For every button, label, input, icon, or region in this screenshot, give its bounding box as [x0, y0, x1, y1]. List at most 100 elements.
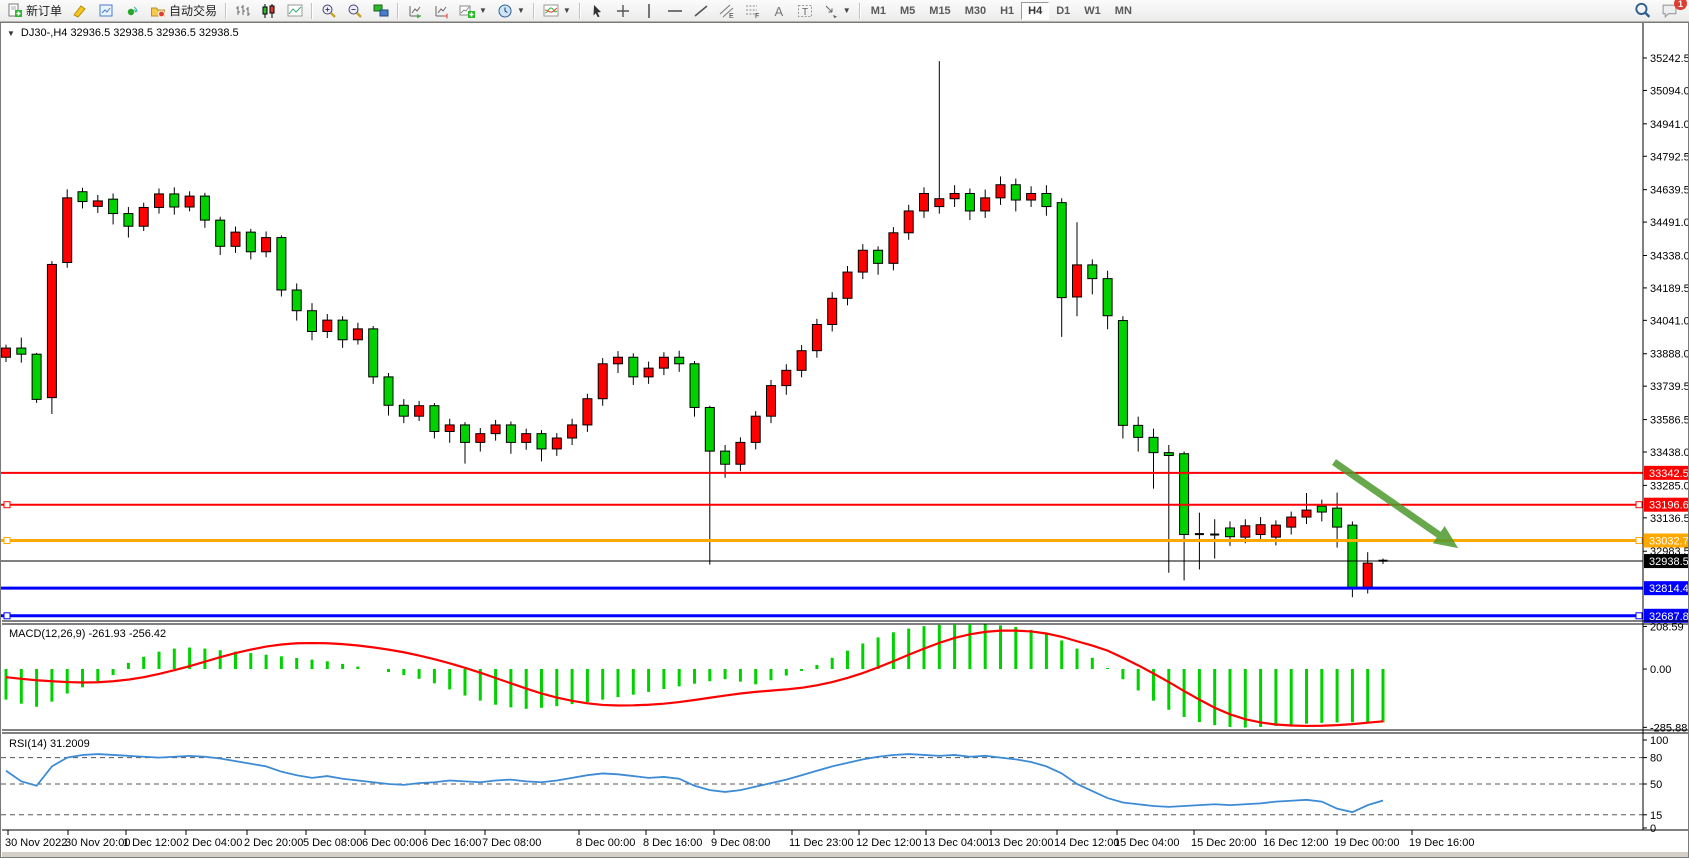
tile-icon [373, 3, 389, 19]
toolbar-separator [397, 2, 400, 19]
cursor-tool-button[interactable] [585, 1, 609, 21]
candlestick [995, 184, 1006, 199]
price-axis-label: 34041.0 [1650, 315, 1688, 327]
support-line-2-price-flag [1644, 608, 1689, 623]
fibonacci-tool-button[interactable]: F [741, 1, 765, 21]
chart-shift-button[interactable] [429, 1, 453, 21]
candlestick [398, 404, 409, 417]
annotation-arrow-head[interactable] [1432, 526, 1459, 549]
timeframe-w1-button[interactable]: W1 [1084, 4, 1101, 17]
candlestick [1010, 184, 1021, 201]
caret-down-icon: ▼ [842, 6, 851, 15]
toolbar-group-2 [316, 0, 394, 22]
support-line-2-handle[interactable] [1635, 612, 1643, 620]
zoom-in-button[interactable] [317, 1, 341, 21]
svg-text:A: A [774, 4, 783, 19]
text-tool-button[interactable]: A [767, 1, 791, 21]
search-icon [1634, 2, 1651, 19]
pivot-line-handle[interactable] [3, 536, 11, 544]
vline-icon [641, 3, 657, 19]
doc-plus-icon [7, 3, 23, 19]
signals-button[interactable] [120, 1, 144, 21]
resistance-line-1-price-label: 33342.5 [1649, 468, 1688, 480]
toolbar-separator [578, 2, 581, 19]
time-axis-label: 2 Dec 04:00 [183, 837, 242, 849]
toolbar-separator [858, 2, 861, 19]
horizontal-line-tool-button[interactable] [663, 1, 687, 21]
annotation-arrow-shaft[interactable] [1332, 459, 1447, 542]
market-depth-button[interactable] [94, 1, 118, 21]
line-chart-button[interactable] [283, 1, 307, 21]
tile-windows-button[interactable] [369, 1, 393, 21]
shapes-icon [823, 3, 839, 19]
shapes-tool-button[interactable]: ▼ [819, 1, 855, 21]
time-axis-label: 2 Dec 20:00 [244, 837, 303, 849]
resistance-line-2-handle[interactable] [3, 501, 11, 509]
auto-scroll-button[interactable] [403, 1, 427, 21]
timeframe-m5-button[interactable]: M5 [900, 4, 916, 17]
candlestick [551, 437, 562, 450]
periods-button[interactable]: ▼ [493, 1, 529, 21]
candlestick [108, 198, 119, 215]
candlestick [291, 289, 302, 312]
zoom-out-button[interactable] [343, 1, 367, 21]
timeframe-mn-button[interactable]: MN [1114, 4, 1132, 17]
candlestick [949, 192, 960, 200]
time-axis-label: 7 Dec 08:00 [482, 837, 541, 849]
timeframe-h4-button[interactable]: H4 [1021, 1, 1050, 20]
resistance-line-1-price-flag [1644, 465, 1689, 480]
pivot-line-handle[interactable] [1635, 536, 1643, 544]
candlestick [1240, 525, 1251, 538]
support-line-2-handle[interactable] [3, 612, 11, 620]
resistance-line-2-handle[interactable] [1635, 501, 1643, 509]
caret-down-icon: ▼ [516, 6, 525, 15]
new-chart-button[interactable]: ▼ [455, 1, 491, 21]
toolbar-group-4: ▼ [538, 0, 576, 22]
candlestick [276, 237, 287, 291]
pivot-line-price-flag [1644, 533, 1689, 548]
candlestick [215, 219, 226, 247]
candlestick-chart-button[interactable] [257, 1, 281, 21]
time-axis-label: 9 Dec 08:00 [711, 837, 770, 849]
svg-text:F: F [755, 13, 759, 19]
candlestick [490, 424, 501, 435]
candlestick [980, 197, 991, 212]
indicators-button[interactable]: ▼ [539, 1, 575, 21]
toolbar-separator [532, 2, 535, 19]
timeframe-m30-button[interactable]: M30 [964, 4, 987, 17]
candlestick [1102, 278, 1113, 317]
candlestick [1026, 192, 1037, 201]
toolbar-right: 1 [1629, 0, 1687, 21]
clock-icon [497, 3, 513, 19]
rsi-axis-label: 50 [1650, 779, 1662, 791]
notification-badge: 1 [1674, 0, 1687, 10]
chart-canvas[interactable]: 35242.5 35094.0 34941.0 34792.5 34639.5 34491… [1, 23, 1689, 857]
search-button[interactable] [1630, 0, 1655, 21]
autotrade-button[interactable]: 自动交易 [146, 0, 221, 21]
collapse-chart-icon[interactable]: ▼ [7, 28, 15, 38]
timeframe-d1-button[interactable]: D1 [1056, 4, 1071, 17]
signal-icon [124, 3, 140, 19]
channel-tool-button[interactable]: E [715, 1, 739, 21]
trendline-tool-button[interactable] [689, 1, 713, 21]
candlestick [1347, 524, 1358, 589]
timeframe-h1-button[interactable]: H1 [1000, 4, 1015, 17]
candlestick [903, 210, 914, 234]
crosshair-tool-button[interactable] [611, 1, 635, 21]
new-order-button-label: 新订单 [26, 4, 63, 18]
new-order-button[interactable]: 新订单 [3, 0, 66, 21]
bar-chart-button[interactable] [231, 1, 255, 21]
annotation-arrow[interactable] [1332, 459, 1459, 549]
timeframe-m1-button[interactable]: M1 [870, 4, 886, 17]
autotrade-button-label: 自动交易 [169, 4, 218, 18]
candlestick [643, 367, 654, 378]
current-price-flag [1644, 554, 1689, 569]
label-tool-button[interactable]: T [793, 1, 817, 21]
svg-text:T: T [802, 7, 808, 18]
highlighter-icon-button[interactable] [68, 1, 92, 21]
chart-plus-icon [459, 3, 476, 19]
notifications-button[interactable]: 1 [1657, 0, 1687, 21]
vertical-line-tool-button[interactable] [637, 1, 661, 21]
timeframe-m15-button[interactable]: M15 [929, 4, 951, 17]
candlestick [31, 353, 42, 400]
